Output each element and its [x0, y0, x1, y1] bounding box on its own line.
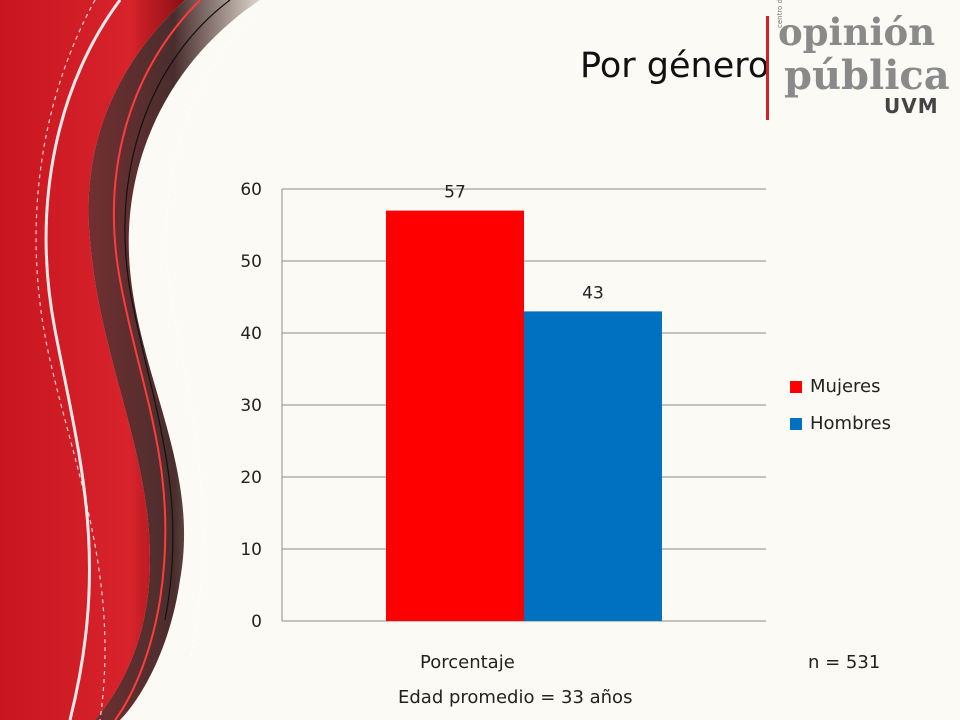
y-tick-label-0: 0: [251, 612, 262, 632]
bar-hombres: [524, 311, 662, 621]
footnote: Edad promedio = 33 años: [398, 687, 633, 708]
bar-mujeres: [386, 210, 524, 621]
logo-line-3: UVM: [884, 94, 939, 118]
legend-swatch-mujeres: [790, 381, 802, 393]
y-tick-label-10: 10: [240, 540, 262, 560]
data-label-mujeres: 57: [444, 183, 466, 203]
legend-item-hombres: Hombres: [790, 413, 891, 450]
data-labels: 57 43: [444, 183, 604, 304]
data-label-hombres: 43: [582, 283, 604, 303]
opinion-publica-logo: centro de opinión pública UVM: [760, 0, 950, 122]
y-axis-ticks: 0 10 20 30 40 50 60: [240, 180, 262, 632]
page-title: Por género: [580, 46, 770, 86]
logo-divider: [766, 16, 769, 120]
y-tick-label-50: 50: [240, 252, 262, 272]
legend-label-mujeres: Mujeres: [810, 376, 881, 397]
logo-line-2: pública: [784, 52, 950, 99]
x-category-label: Porcentaje: [420, 652, 515, 673]
y-tick-label-20: 20: [240, 468, 262, 488]
logo-line-1: opinión: [778, 10, 936, 54]
legend-item-mujeres: Mujeres: [790, 376, 891, 413]
sample-size-label: n = 531: [808, 652, 881, 673]
legend-label-hombres: Hombres: [810, 413, 891, 434]
y-tick-label-40: 40: [240, 324, 262, 344]
chart-legend: Mujeres Hombres: [790, 376, 891, 450]
y-tick-label-60: 60: [240, 180, 262, 200]
legend-swatch-hombres: [790, 418, 802, 430]
chart-bars: [386, 210, 662, 621]
y-tick-label-30: 30: [240, 396, 262, 416]
